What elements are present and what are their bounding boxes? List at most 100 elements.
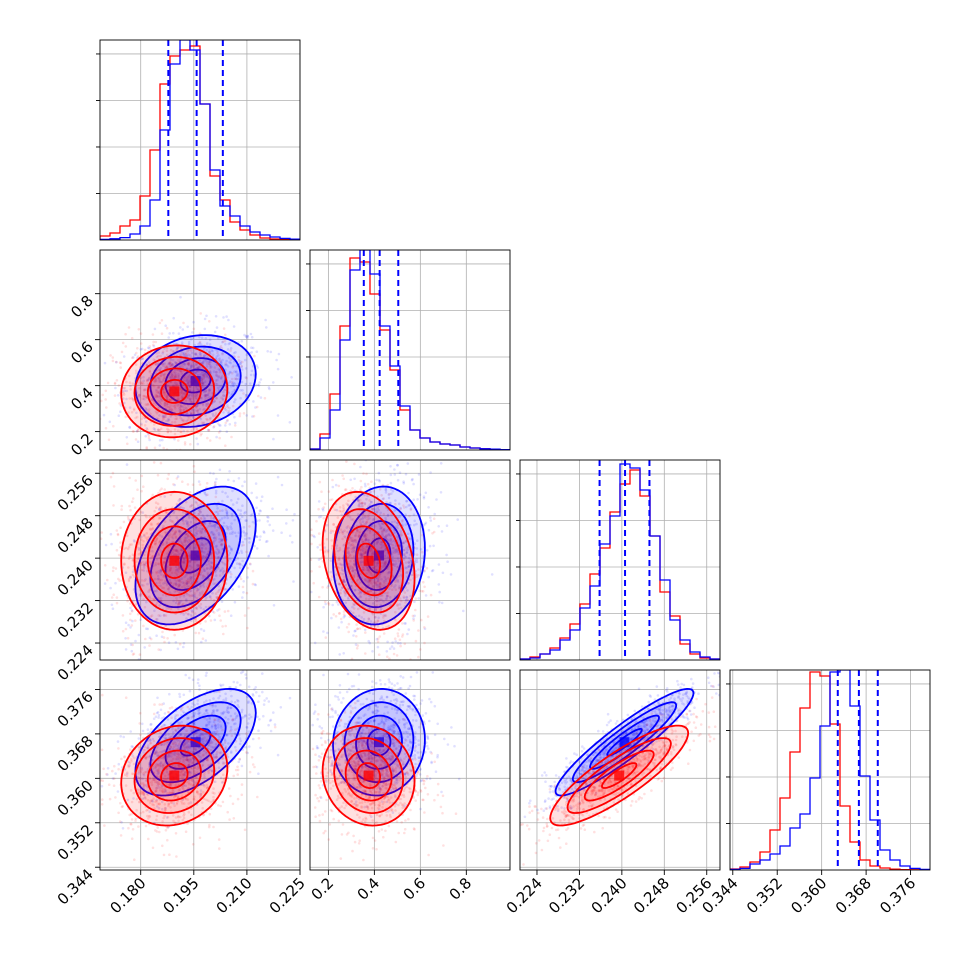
sample-point — [210, 566, 213, 569]
sample-point — [203, 569, 207, 572]
sample-point — [221, 340, 225, 344]
sample-point — [112, 593, 115, 596]
sample-point — [121, 614, 125, 617]
sample-point — [253, 544, 256, 548]
sample-point — [396, 464, 400, 467]
sample-point — [181, 585, 184, 589]
sample-point — [202, 377, 205, 381]
sample-point — [304, 506, 307, 509]
sample-point — [160, 586, 164, 589]
sample-point — [129, 508, 132, 512]
sample-point — [165, 402, 169, 406]
sample-point — [131, 570, 135, 574]
sample-point — [187, 577, 190, 581]
sample-point — [332, 522, 335, 526]
sample-point — [202, 585, 206, 588]
sample-point — [393, 531, 396, 534]
sample-point — [172, 331, 175, 335]
sample-point — [264, 447, 267, 450]
sample-point — [357, 498, 360, 502]
sample-point — [243, 480, 246, 484]
sample-point — [259, 535, 262, 538]
sample-point — [419, 648, 422, 651]
sample-point — [232, 680, 236, 684]
sample-point — [130, 336, 134, 340]
sample-point — [390, 645, 394, 648]
sample-point — [132, 356, 135, 359]
sample-point — [347, 541, 351, 545]
sample-point — [354, 643, 358, 646]
sample-point — [187, 340, 191, 344]
sample-point — [352, 544, 355, 548]
sample-point — [188, 579, 192, 583]
sample-point — [154, 542, 157, 546]
sample-point — [215, 596, 218, 599]
sample-point — [205, 360, 208, 363]
sample-point — [198, 407, 202, 411]
sample-point — [376, 596, 379, 600]
sample-point — [215, 397, 218, 400]
sample-point — [173, 428, 177, 431]
sample-point — [153, 542, 157, 546]
sample-point — [178, 601, 181, 605]
sample-point — [342, 504, 345, 507]
sample-point — [227, 391, 231, 395]
sample-point — [182, 693, 186, 697]
sample-point — [391, 546, 395, 550]
sample-point — [151, 527, 154, 531]
sample-point — [157, 553, 161, 557]
sample-point — [188, 455, 191, 458]
hist-panel-2 — [310, 250, 510, 450]
sample-point — [178, 600, 181, 604]
sample-point — [184, 455, 187, 458]
sample-point — [422, 580, 425, 584]
sample-point — [134, 363, 138, 366]
sample-point — [175, 568, 179, 571]
sample-point — [370, 500, 373, 504]
sample-point — [291, 519, 295, 522]
sample-point — [175, 382, 179, 386]
sample-point — [235, 370, 238, 373]
sample-point — [342, 544, 346, 547]
sample-point — [213, 524, 216, 527]
sample-point — [386, 655, 389, 659]
sample-point — [406, 598, 410, 602]
sample-point — [203, 380, 207, 384]
sample-point — [396, 538, 400, 542]
sample-point — [192, 412, 196, 415]
sample-point — [184, 500, 188, 504]
sample-point — [205, 481, 209, 485]
sample-point — [235, 377, 238, 381]
sample-point — [205, 394, 208, 397]
sample-point — [214, 491, 218, 495]
sample-point — [197, 588, 200, 591]
sample-point — [216, 609, 219, 612]
sample-point — [250, 346, 253, 350]
sample-point — [342, 575, 346, 578]
sample-point — [235, 373, 239, 377]
sample-point — [145, 627, 148, 630]
sample-point — [351, 567, 355, 570]
sample-point — [217, 417, 220, 420]
sample-point — [404, 540, 408, 543]
sample-point — [200, 627, 203, 631]
sample-point — [124, 648, 128, 651]
sample-point — [361, 504, 365, 508]
sample-point — [387, 567, 390, 571]
sample-point — [178, 498, 182, 501]
sample-point — [169, 415, 172, 418]
sample-point — [340, 620, 343, 624]
sample-point — [161, 562, 165, 566]
sample-point — [151, 597, 155, 601]
sample-point — [179, 353, 182, 356]
sample-point — [164, 614, 168, 617]
sample-point — [380, 543, 383, 547]
sample-point — [263, 396, 267, 400]
sample-point — [407, 491, 410, 495]
sample-point — [224, 342, 227, 346]
sample-point — [122, 555, 126, 559]
sample-point — [178, 365, 182, 368]
sample-point — [162, 575, 165, 578]
sample-point — [365, 497, 368, 501]
sample-point — [373, 616, 377, 619]
